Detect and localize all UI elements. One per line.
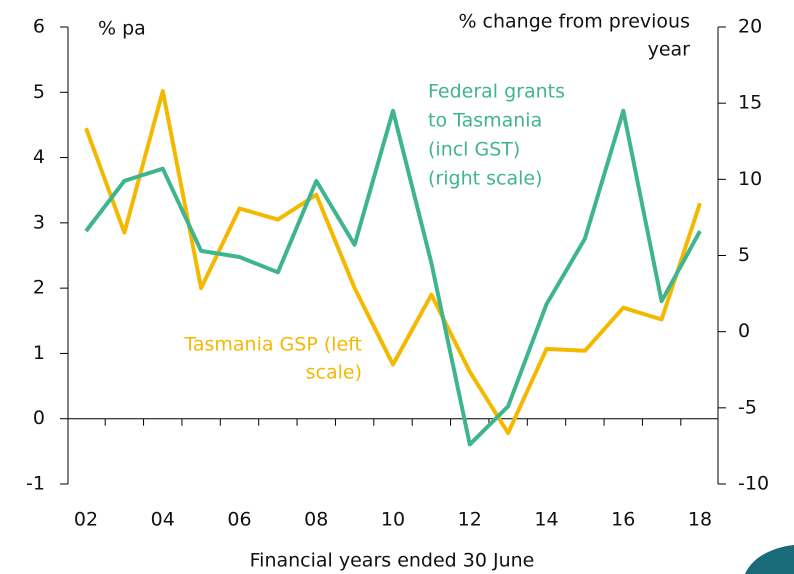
series-label: Tasmania GSP (left <box>183 334 362 356</box>
x-tick-label: 04 <box>151 509 175 531</box>
series-label: scale) <box>306 362 362 384</box>
y2-tick-label: 10 <box>738 168 762 190</box>
logo <box>745 545 794 574</box>
x-tick-label: 10 <box>381 509 405 531</box>
y2-tick-label: 20 <box>738 16 762 38</box>
y-tick-label: 1 <box>33 342 45 364</box>
y2-tick-label: 0 <box>738 320 750 342</box>
y2-tick-label: 15 <box>738 92 762 114</box>
y-tick-label: 0 <box>33 407 45 429</box>
y-tick-label: 6 <box>33 16 45 38</box>
y2-axis-label: year <box>648 39 691 61</box>
y-tick-label: 5 <box>33 81 45 103</box>
x-tick-label: 14 <box>534 509 558 531</box>
x-axis-label: Financial years ended 30 June <box>250 550 535 572</box>
x-tick-label: 12 <box>458 509 482 531</box>
series-label: Federal grants <box>428 81 565 103</box>
y-tick-label: 3 <box>33 211 45 233</box>
x-tick-label: 08 <box>304 509 328 531</box>
x-tick-label: 18 <box>688 509 712 531</box>
y-tick-label: 2 <box>33 277 45 299</box>
series-line <box>84 108 702 447</box>
x-tick-label: 02 <box>74 509 98 531</box>
series-label: (right scale) <box>428 168 542 190</box>
y-tick-label: 4 <box>33 146 45 168</box>
x-tick-label: 06 <box>227 509 251 531</box>
series-label: to Tasmania <box>428 110 542 132</box>
y-tick-label: -1 <box>26 473 45 495</box>
x-tick-label: 16 <box>611 509 635 531</box>
y2-tick-label: 5 <box>738 244 750 266</box>
y2-axis-label: % change from previous <box>458 11 690 33</box>
series-label: (incl GST) <box>428 139 520 161</box>
y2-tick-label: -10 <box>738 473 769 495</box>
y2-tick-label: -5 <box>738 396 757 418</box>
series-line <box>84 89 702 436</box>
y-axis-label: % pa <box>98 18 146 40</box>
